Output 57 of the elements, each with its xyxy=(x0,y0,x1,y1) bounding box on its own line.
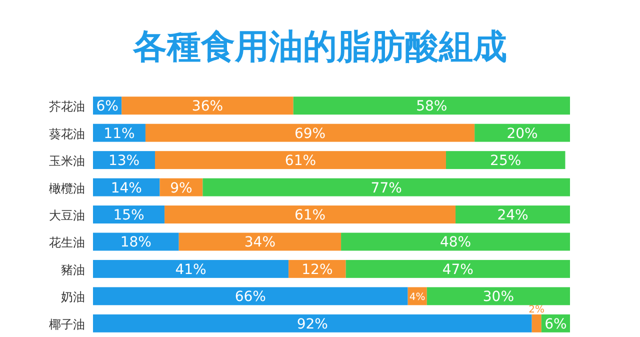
data-label: 47% xyxy=(442,262,474,278)
data-label: 18% xyxy=(120,234,152,251)
data-label: 41% xyxy=(175,262,206,278)
bar xyxy=(93,260,289,278)
data-label: 24% xyxy=(497,208,528,224)
data-label: 92% xyxy=(296,316,328,332)
bar xyxy=(93,206,165,224)
bar xyxy=(474,124,570,142)
data-label: 9% xyxy=(170,180,192,196)
data-label: 69% xyxy=(294,126,326,142)
chart-title: 各種食用油的脂肪酸組成 xyxy=(132,27,507,67)
data-label: 36% xyxy=(192,98,224,115)
bar xyxy=(446,151,566,170)
data-label: 13% xyxy=(108,153,140,170)
data-label: 30% xyxy=(482,289,514,306)
bar xyxy=(145,124,475,142)
data-label: 61% xyxy=(294,208,326,224)
bar xyxy=(202,178,570,196)
data-label: 2% xyxy=(528,304,545,316)
data-label: 48% xyxy=(440,234,472,251)
data-label: 11% xyxy=(104,126,135,142)
y-tick-label: 橄欖油 xyxy=(49,181,85,196)
data-label: 4% xyxy=(409,292,426,303)
bar xyxy=(293,96,570,115)
y-tick-label: 葵花油 xyxy=(49,126,85,141)
bar xyxy=(164,206,456,224)
data-label: 14% xyxy=(110,180,142,196)
bar xyxy=(532,314,542,332)
data-label: 58% xyxy=(416,98,448,115)
y-tick-label: 豬油 xyxy=(61,262,85,277)
bar xyxy=(93,232,179,251)
y-tick-label: 大豆油 xyxy=(49,208,85,222)
data-label: 66% xyxy=(234,289,266,306)
data-label: 12% xyxy=(302,262,333,278)
data-label: 6% xyxy=(96,98,118,115)
bar xyxy=(426,287,570,306)
data-label: 77% xyxy=(370,180,402,196)
y-tick-label: 芥花油 xyxy=(49,100,85,114)
bar xyxy=(178,232,342,251)
data-label: 61% xyxy=(284,153,316,170)
bar xyxy=(341,232,570,251)
y-tick-label: 椰子油 xyxy=(49,317,85,332)
data-label: 25% xyxy=(490,153,522,170)
y-tick-label: 花生油 xyxy=(49,236,85,250)
y-tick-label: 玉米油 xyxy=(49,154,85,168)
bar xyxy=(155,151,446,170)
data-label: 34% xyxy=(244,234,276,251)
bar xyxy=(93,178,160,196)
data-label: 20% xyxy=(506,126,538,142)
bar xyxy=(93,314,532,332)
data-label: 15% xyxy=(113,208,144,224)
bar xyxy=(93,287,408,306)
bar xyxy=(456,206,570,224)
data-label: 6% xyxy=(544,316,567,332)
bar xyxy=(346,260,570,278)
y-tick-label: 奶油 xyxy=(61,290,85,304)
bar xyxy=(122,96,294,115)
